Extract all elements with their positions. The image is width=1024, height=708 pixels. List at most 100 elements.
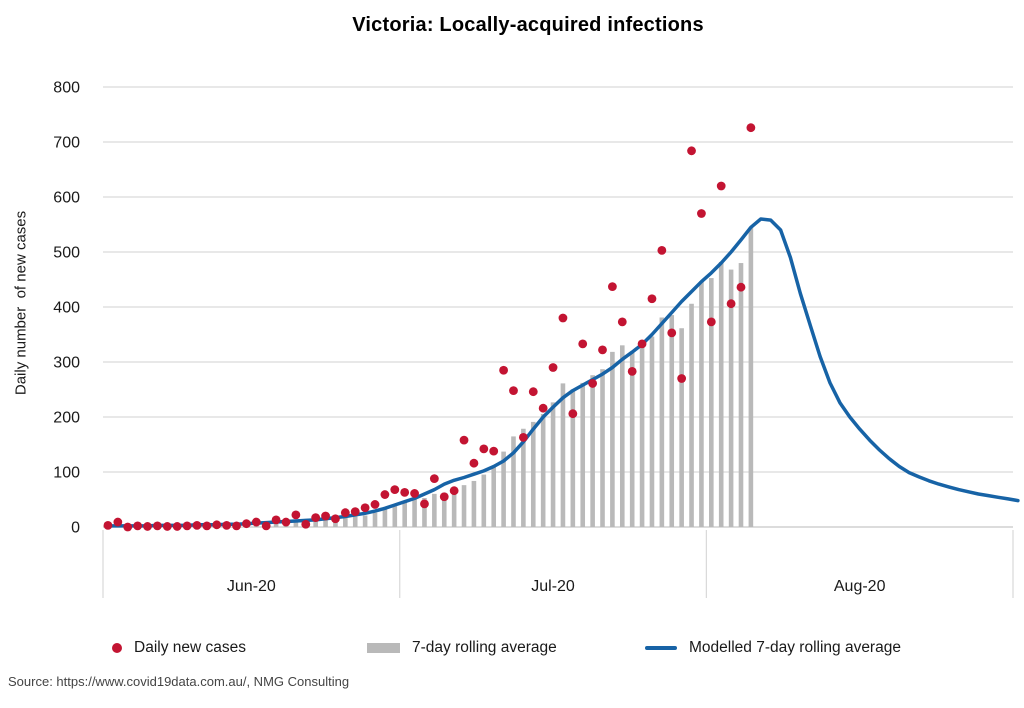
bar	[343, 518, 348, 527]
data-point	[459, 435, 469, 445]
data-point	[687, 146, 696, 156]
data-point	[172, 522, 182, 531]
y-tick-label: 100	[53, 465, 80, 482]
legend-label: Daily new cases	[134, 639, 246, 656]
data-point	[281, 517, 291, 527]
bar	[629, 352, 635, 527]
data-point	[617, 317, 627, 327]
data-point	[370, 500, 380, 509]
legend-label: Modelled 7-day rolling average	[689, 639, 901, 656]
legend-item-7-day-rolling-average: 7-day rolling average	[367, 636, 557, 660]
bar	[362, 515, 368, 527]
data-point	[390, 485, 400, 494]
bar	[273, 523, 279, 527]
bar	[471, 480, 477, 527]
data-point	[469, 458, 479, 468]
data-point	[321, 511, 330, 521]
plot-area: 800 700 600 500 400 300 200 100 0 Jun-20 Jul-20 Aug…	[53, 80, 1020, 598]
data-point	[706, 317, 716, 327]
data-point	[143, 522, 152, 531]
data-point	[202, 521, 212, 531]
y-tick-label: 500	[53, 245, 80, 262]
data-point	[222, 520, 232, 530]
data-point	[242, 519, 251, 529]
bar	[491, 467, 497, 527]
data-point	[627, 366, 637, 376]
bar	[560, 383, 566, 527]
legend: Daily new cases 7-day rolling average Mo…	[0, 636, 1024, 660]
daily-cases-dots	[103, 123, 756, 532]
source-note: Source: https://www.covid19data.com.au/,…	[8, 674, 350, 689]
data-point	[528, 387, 538, 397]
data-point	[637, 339, 647, 349]
data-point	[716, 181, 726, 191]
bar	[610, 351, 615, 527]
x-tick-label: Jul-20	[531, 578, 575, 595]
data-point	[400, 487, 410, 497]
bar	[669, 315, 675, 527]
data-point	[311, 513, 321, 523]
bar	[679, 328, 684, 527]
data-point	[212, 520, 222, 530]
y-tick-label: 0	[71, 520, 80, 537]
data-point	[746, 123, 756, 133]
data-point	[588, 379, 598, 388]
data-point	[439, 492, 449, 502]
y-tick-label: 400	[53, 300, 80, 317]
bar	[352, 516, 358, 527]
bar	[481, 474, 487, 527]
bar	[441, 492, 447, 527]
bar	[619, 345, 625, 527]
bar	[600, 369, 605, 527]
data-point	[232, 521, 241, 531]
data-point	[340, 508, 350, 518]
bar	[451, 492, 457, 527]
data-point	[410, 489, 419, 498]
data-point	[162, 522, 172, 531]
data-point	[647, 294, 657, 304]
x-tick-label: Aug-20	[834, 578, 886, 595]
bar	[501, 451, 506, 527]
bar	[718, 261, 724, 527]
data-point	[182, 521, 192, 531]
data-point	[360, 503, 370, 513]
y-tick-label: 200	[53, 410, 80, 427]
data-point	[113, 517, 123, 527]
data-point	[331, 514, 340, 524]
data-point	[123, 522, 133, 532]
data-point	[291, 510, 301, 520]
bar	[639, 342, 645, 527]
data-point	[251, 517, 261, 527]
bar	[649, 336, 655, 527]
data-point	[420, 499, 429, 509]
bar	[550, 402, 556, 527]
data-point	[558, 313, 568, 323]
data-point	[578, 339, 588, 349]
y-tick-labels: 800 700 600 500 400 300 200 100 0	[53, 80, 80, 537]
blue-line-icon	[645, 646, 677, 650]
data-point	[271, 515, 281, 525]
data-point	[657, 245, 667, 255]
x-tick-label: Jun-20	[227, 578, 276, 595]
chart-title: Victoria: Locally-acquired infections	[352, 14, 704, 36]
data-point	[261, 521, 271, 531]
bar	[313, 520, 318, 527]
data-point	[677, 374, 687, 383]
bar	[748, 227, 754, 527]
gray-bar-icon	[367, 643, 400, 653]
data-point	[103, 520, 113, 530]
bar	[412, 499, 417, 527]
data-point	[429, 474, 439, 483]
legend-item-modelled-average: Modelled 7-day rolling average	[645, 636, 901, 660]
data-point	[518, 432, 528, 442]
bar	[590, 375, 595, 527]
gridlines	[103, 86, 1013, 528]
bar	[323, 520, 328, 527]
red-dot-icon	[112, 643, 122, 653]
bar	[392, 505, 398, 527]
bar	[521, 428, 526, 527]
data-point	[380, 490, 390, 499]
bar	[580, 382, 586, 527]
bar	[540, 414, 546, 527]
